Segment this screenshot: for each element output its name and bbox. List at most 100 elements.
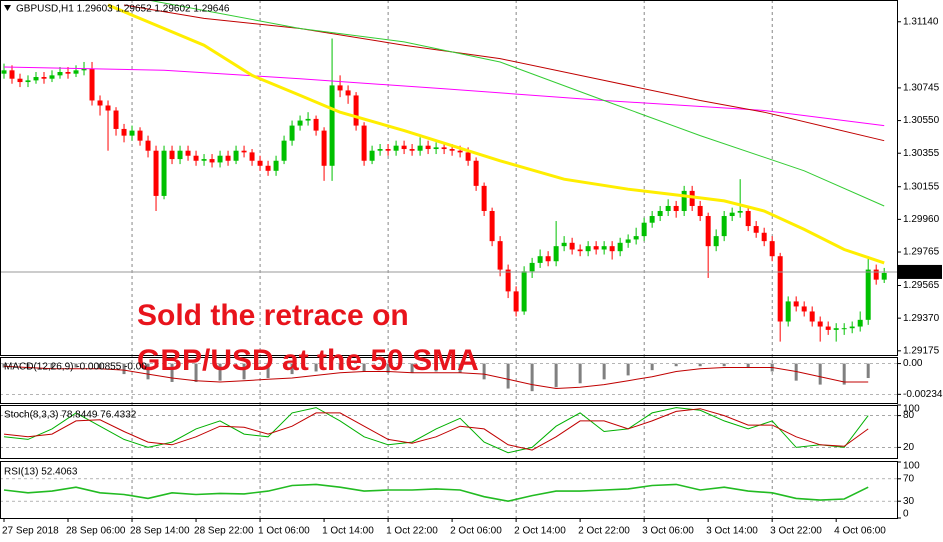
y-tick-label: 1.30550 <box>903 115 940 126</box>
y-tick-label: 100 <box>903 404 920 415</box>
candle-body <box>377 149 383 151</box>
candle-body <box>113 110 119 129</box>
candle-body <box>817 321 823 327</box>
candle-body <box>585 246 591 252</box>
indicator-line <box>3 408 869 451</box>
candle-body <box>241 150 247 153</box>
candle-body <box>329 85 335 166</box>
candle-body <box>177 150 183 160</box>
candle-body <box>769 241 775 257</box>
candle-body <box>513 291 519 312</box>
candle-body <box>729 212 735 217</box>
series-line <box>3 66 885 127</box>
candle-body <box>665 205 671 211</box>
candle-body <box>881 272 887 280</box>
candle-body <box>345 90 351 96</box>
candle-body <box>9 70 15 79</box>
candle-body <box>657 210 663 217</box>
candle-body <box>209 159 215 163</box>
candle-body <box>633 236 639 240</box>
histogram-bar <box>290 363 294 375</box>
candle-body <box>553 246 559 262</box>
candle-body <box>417 145 423 151</box>
x-tick-label: 28 Sep 14:00 <box>130 526 190 537</box>
histogram-bar <box>506 363 510 389</box>
annotation: GBP/USD at the 50 SMA <box>137 344 479 377</box>
last-price-label: 1.29646 <box>903 267 940 278</box>
candle-body <box>41 77 47 79</box>
candle-body <box>617 242 623 252</box>
histogram-bar <box>2 363 6 368</box>
y-tick-label: 1.29370 <box>903 313 940 324</box>
candle-body <box>473 160 479 186</box>
x-tick-label: 1 Oct 06:00 <box>258 526 310 537</box>
x-tick-label: 2 Oct 06:00 <box>450 526 502 537</box>
x-tick-label: 3 Oct 14:00 <box>706 526 758 537</box>
histogram-bar <box>626 363 630 376</box>
candle-body <box>249 152 255 161</box>
histogram-bar <box>218 363 222 381</box>
candle-body <box>705 216 711 247</box>
candle-body <box>465 152 471 161</box>
candle-body <box>409 149 415 151</box>
x-tick-label: 1 Oct 22:00 <box>386 526 438 537</box>
histogram-bar <box>578 363 582 384</box>
x-tick-label: 3 Oct 06:00 <box>642 526 694 537</box>
x-tick-label: 4 Oct 06:00 <box>834 526 886 537</box>
histogram-bar <box>842 363 846 385</box>
symbol-icon <box>4 5 11 11</box>
candle-body <box>801 306 807 312</box>
candle-body <box>825 326 831 330</box>
candle-body <box>401 145 407 150</box>
histogram-bar <box>194 363 198 382</box>
candle-body <box>641 222 647 237</box>
candle-body <box>457 150 463 153</box>
indicator-title: MACD(12,26,9) -0.000855 -0.00 <box>4 362 147 373</box>
candle-body <box>369 150 375 161</box>
x-tick-label: 2 Oct 14:00 <box>514 526 566 537</box>
candle-body <box>609 246 615 252</box>
candle-body <box>273 160 279 171</box>
y-tick-label: 1.30155 <box>903 181 940 192</box>
candle-body <box>809 311 815 322</box>
candle-body <box>537 256 543 263</box>
histogram-bar <box>602 363 606 380</box>
rsi-panel-frame <box>0 461 898 519</box>
x-tick-label: 1 Oct 14:00 <box>322 526 374 537</box>
histogram-bar <box>746 363 750 368</box>
y-tick-label: 1.29765 <box>903 247 940 258</box>
histogram-bar <box>26 363 30 369</box>
y-tick-label: 1.29175 <box>903 345 940 356</box>
candle-body <box>841 328 847 330</box>
candle-body <box>145 140 151 151</box>
histogram-bar <box>170 363 174 382</box>
histogram-bar <box>242 363 246 380</box>
candle-body <box>625 239 631 243</box>
candle-body <box>441 147 447 150</box>
x-tick-label: 2 Oct 22:00 <box>578 526 630 537</box>
y-tick-label: 1.30745 <box>903 83 940 94</box>
candle-body <box>105 105 111 111</box>
candle-body <box>593 246 599 250</box>
candle-body <box>193 155 199 161</box>
candle-body <box>121 128 127 136</box>
y-tick-label: 100 <box>903 461 920 472</box>
candle-body <box>201 159 207 161</box>
candle-body <box>25 80 31 83</box>
indicator-line <box>3 365 869 390</box>
histogram-bar <box>146 363 150 380</box>
histogram-bar <box>74 363 78 368</box>
candle-body <box>761 232 767 242</box>
candle-body <box>289 125 295 141</box>
candle-body <box>601 246 607 250</box>
candle-body <box>97 100 103 106</box>
histogram-bar <box>698 363 702 367</box>
candle-body <box>81 68 87 71</box>
series-line <box>123 4 885 142</box>
candle-body <box>681 190 687 211</box>
candle-body <box>521 271 527 312</box>
y-tick-label: 30 <box>903 496 915 507</box>
candle-body <box>865 269 871 320</box>
indicator-title: RSI(13) 52.4063 <box>4 467 78 478</box>
candle-body <box>17 78 23 83</box>
